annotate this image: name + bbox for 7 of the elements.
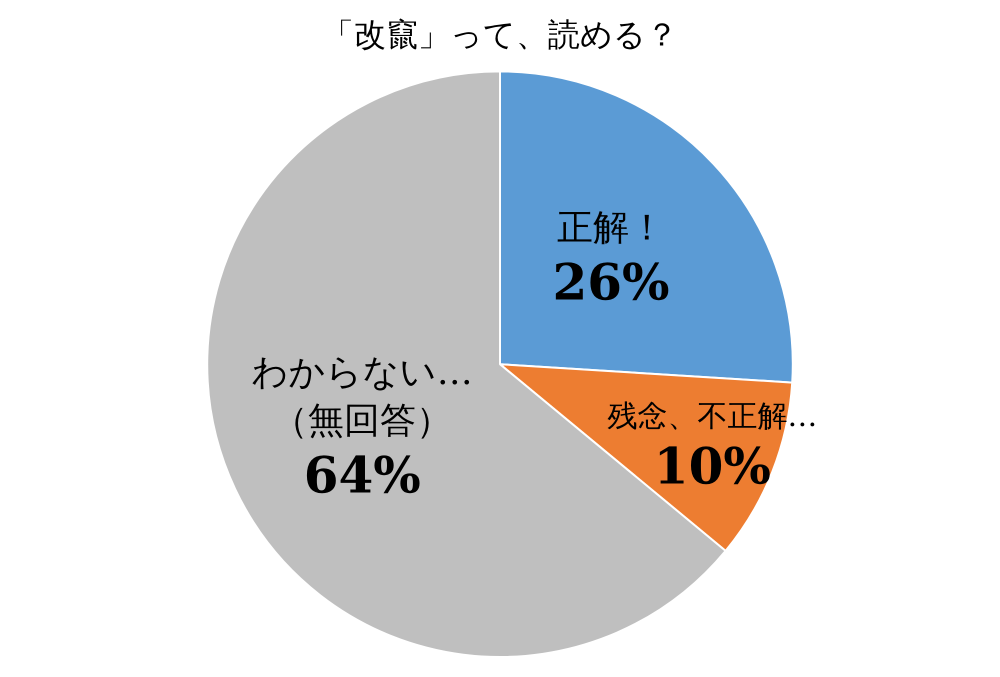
- slice-label: わからない…（無回答）: [252, 352, 473, 442]
- slice-label: 残念、不正解…: [607, 399, 818, 434]
- slice-label: 正解！: [556, 207, 665, 248]
- chart-title: 「改竄」って、読める？: [322, 16, 678, 54]
- data-label: 10%: [654, 436, 771, 496]
- data-label: 26%: [552, 252, 670, 312]
- data-label: 64%: [304, 446, 421, 505]
